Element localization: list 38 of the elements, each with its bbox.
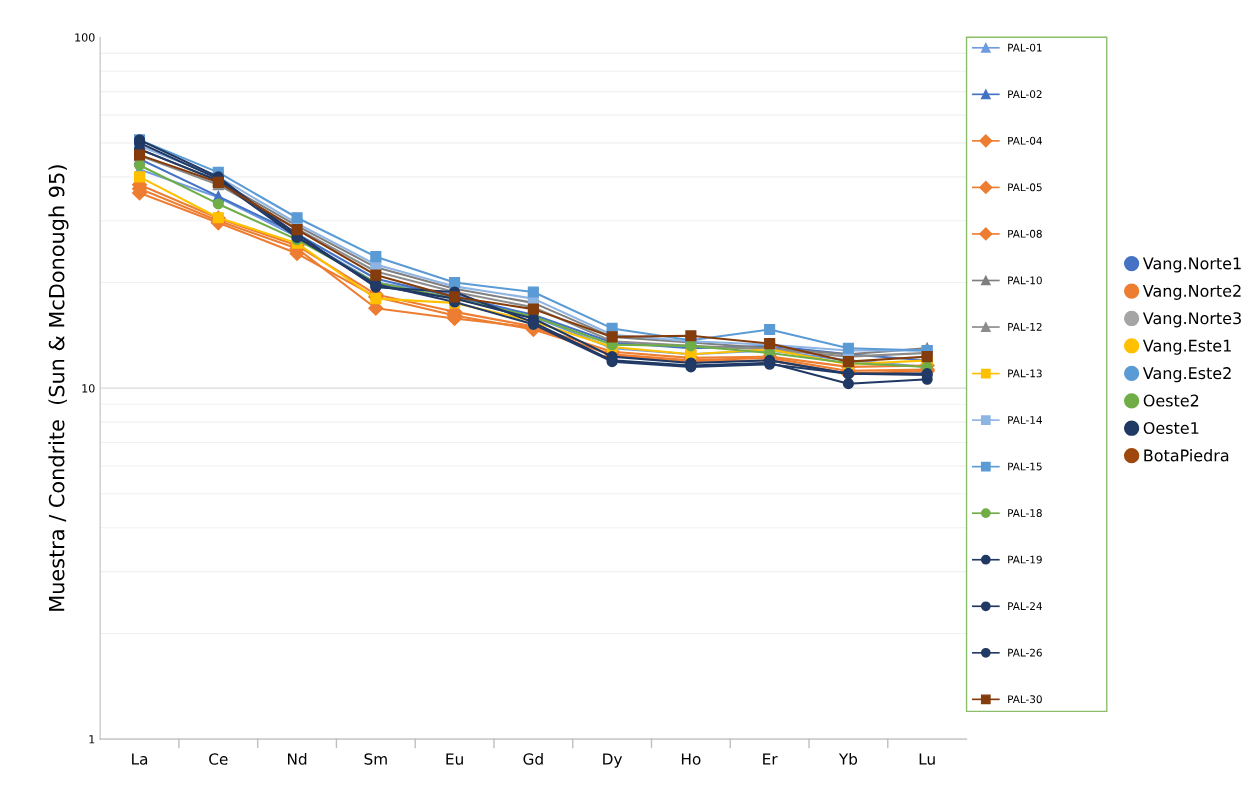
x-tick-label: Gd: [523, 752, 543, 765]
legend-label: PAL-30: [1008, 695, 1042, 704]
legend-label: PAL-24: [1008, 602, 1042, 610]
legend-label: PAL-26: [1008, 648, 1042, 657]
legend-label: PAL-15: [1008, 462, 1042, 471]
legend-label: Vang.Norte1: [1142, 257, 1241, 273]
legend-label: PAL-13: [1008, 369, 1042, 378]
y-axis-title: Muestra / Condrite (Sun & McDonough 95): [48, 165, 69, 611]
y-tick-label: 100: [75, 33, 95, 42]
legend-label: PAL-04: [1008, 136, 1042, 145]
x-tick-label: Dy: [603, 753, 623, 768]
legend-label: PAL-01: [1008, 43, 1042, 52]
y-tick-label: 10: [82, 384, 95, 393]
x-tick-label: Nd: [288, 752, 307, 765]
x-tick-label: Lu: [919, 753, 935, 765]
legend-label: BotaPiedra: [1144, 449, 1229, 462]
legend-label: PAL-08: [1008, 229, 1042, 238]
legend-label: PAL-19: [1008, 555, 1042, 564]
legend-label: PAL-05: [1008, 183, 1042, 192]
legend-label: Vang.Norte2: [1142, 284, 1241, 300]
x-tick-label: Er: [763, 753, 778, 765]
x-tick-label: La: [132, 753, 148, 765]
legend-label: Oeste1: [1143, 421, 1199, 435]
legend-label: PAL-18: [1008, 509, 1042, 517]
legend-label: Oeste2: [1143, 394, 1199, 407]
legend-label: Vang.Este1: [1142, 339, 1231, 355]
x-tick-label: Yb: [838, 752, 858, 765]
legend-label: PAL-12: [1008, 322, 1042, 331]
legend-label: PAL-10: [1008, 276, 1042, 285]
legend-label: PAL-14: [1008, 416, 1042, 424]
legend-label: PAL-02: [1008, 90, 1042, 99]
x-tick-label: Ho: [681, 753, 701, 765]
x-tick-label: Ce: [209, 753, 228, 765]
y-tick-label: 1: [89, 735, 95, 744]
x-tick-label: Eu: [446, 753, 463, 765]
x-tick-label: Sm: [364, 753, 387, 765]
legend-label: Vang.Norte3: [1142, 312, 1241, 328]
legend-label: Vang.Este2: [1142, 367, 1231, 383]
